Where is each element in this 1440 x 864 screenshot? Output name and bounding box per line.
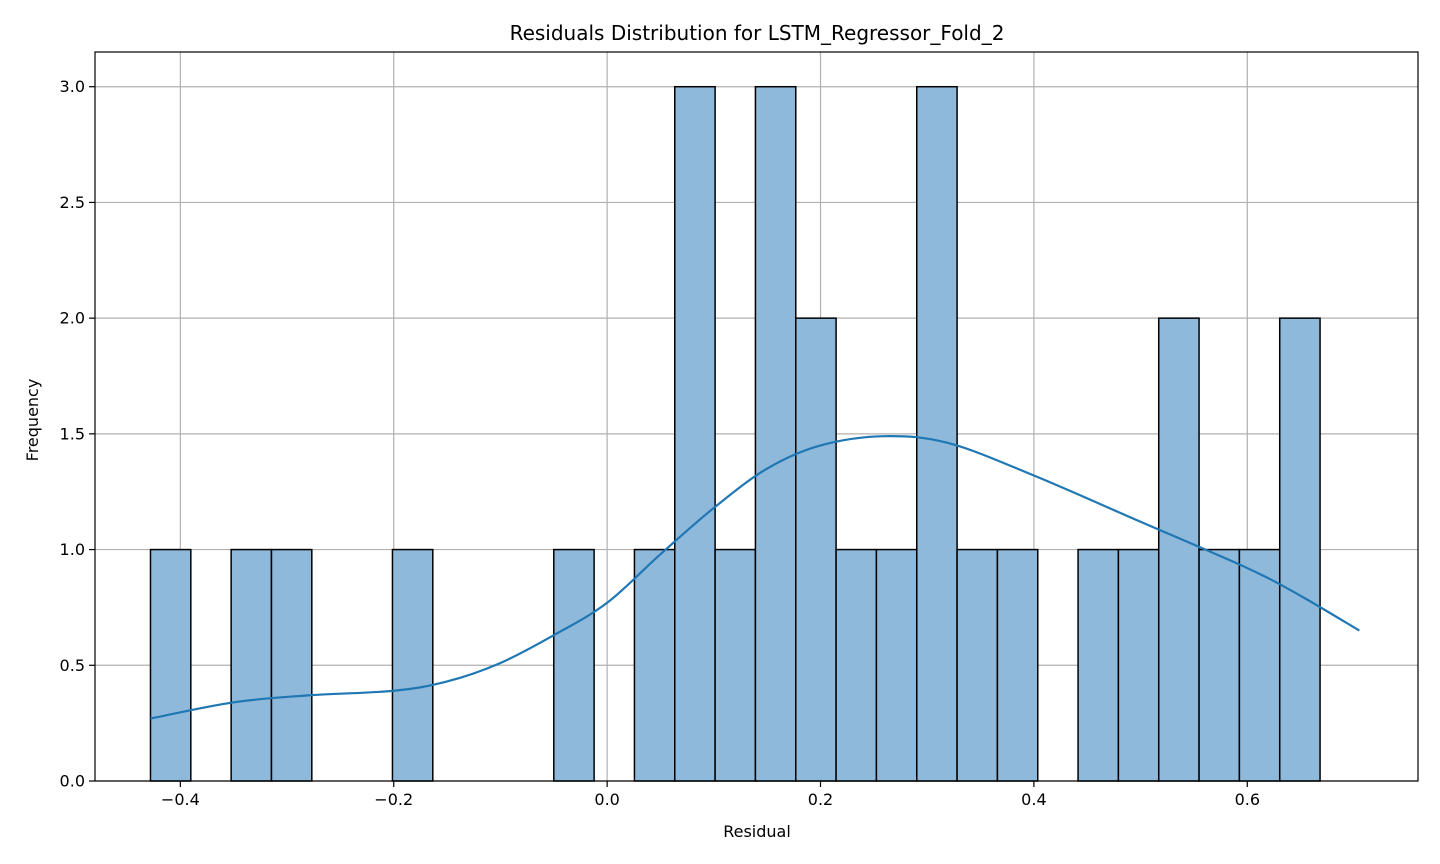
x-tick-label: −0.2 <box>374 790 413 809</box>
histogram-bar <box>149 548 192 782</box>
x-axis-label: Residual <box>723 822 791 841</box>
y-tick-label: 1.5 <box>60 424 85 443</box>
histogram-bar <box>714 548 757 782</box>
histogram-bar <box>795 317 837 782</box>
y-tick-label: 0.0 <box>60 772 85 791</box>
histogram-bar <box>230 548 273 782</box>
histogram-bar <box>553 548 595 782</box>
histogram-bar <box>956 548 999 782</box>
x-tick-label: 0.4 <box>1021 790 1046 809</box>
histogram-bar <box>996 548 1039 782</box>
y-tick-label: 1.0 <box>60 540 85 559</box>
plot-frame <box>94 51 1419 782</box>
ticks-layer: −0.4 −0.2 0.0 0.2 0.4 0.6 0.0 0.5 1.0 1.5 2.0 2.5 3.… <box>60 77 1260 809</box>
kde-curve <box>150 434 1360 720</box>
histogram-bar <box>270 548 313 782</box>
y-axis-label: Frequency <box>23 379 42 462</box>
y-tick-label: 2.5 <box>60 193 85 212</box>
histogram-bar <box>1077 548 1120 782</box>
x-tick-label: −0.4 <box>161 790 200 809</box>
histogram-bar <box>391 548 434 782</box>
histogram-bar <box>916 85 958 782</box>
histogram-bar <box>633 548 676 782</box>
histogram-bar <box>1198 548 1241 782</box>
histogram-bar <box>835 548 878 782</box>
x-tick-label: 0.0 <box>594 790 619 809</box>
histogram-bar <box>674 85 716 782</box>
kde-layer <box>150 434 1360 720</box>
x-tick-label: 0.6 <box>1235 790 1260 809</box>
histogram-bar <box>1117 548 1160 782</box>
histogram-bar <box>1238 548 1281 782</box>
bars-layer <box>149 85 1321 782</box>
histogram-bar <box>754 85 797 782</box>
histogram-bar <box>1157 317 1200 782</box>
chart-title: Residuals Distribution for LSTM_Regresso… <box>510 21 1005 45</box>
y-tick-label: 0.5 <box>60 656 85 675</box>
y-tick-label: 3.0 <box>60 77 85 96</box>
histogram-bar <box>875 548 918 782</box>
x-tick-label: 0.2 <box>808 790 833 809</box>
histogram-bar <box>1278 317 1321 782</box>
y-tick-label: 2.0 <box>60 309 85 328</box>
